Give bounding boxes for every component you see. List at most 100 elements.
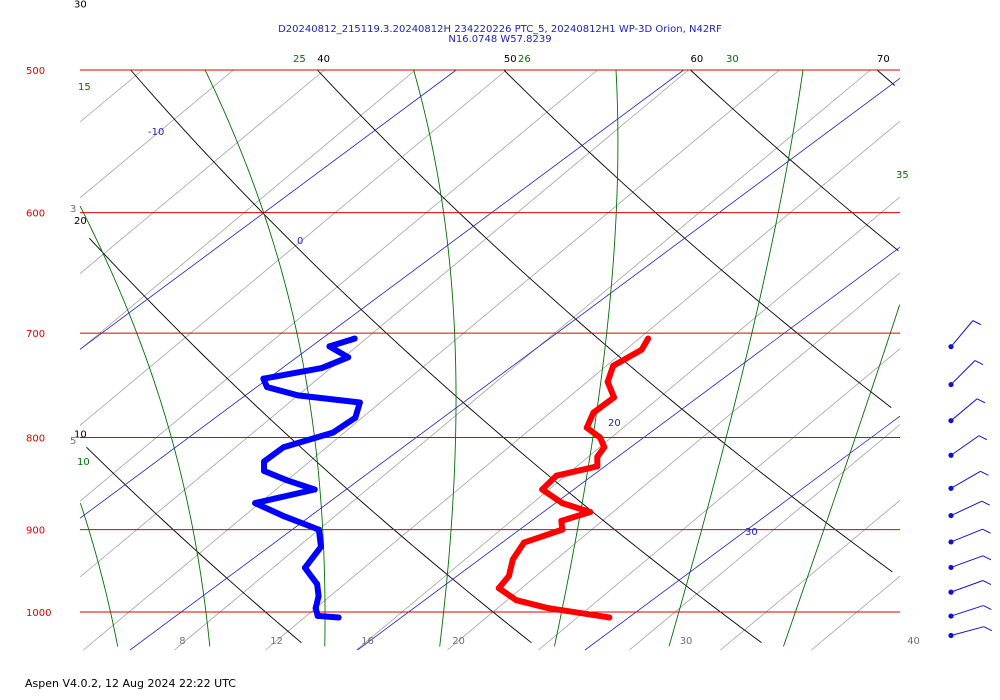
chart-subtitle-coordinates: N16.0748 W57.8239 [448, 34, 552, 45]
temperature-tick-label: 12 [270, 636, 283, 647]
dewpoint-profile-point [260, 375, 267, 382]
dewpoint-profile-point [301, 564, 308, 571]
temperature-profile-point [590, 409, 597, 416]
isotherm-line [447, 272, 901, 651]
moist-adiabat-line [79, 502, 119, 647]
temperature-profile-point [509, 556, 516, 563]
temperature-tick-label: 20 [452, 636, 465, 647]
temperature-tick-label: 8 [179, 636, 185, 647]
wind-barb-flag [976, 398, 986, 404]
dry-adiabat-label: 20 [74, 216, 87, 227]
temperature-profile-point [594, 453, 601, 460]
dry-adiabat-label: 70 [877, 54, 890, 65]
moist-adiabat-line [79, 205, 211, 647]
mixing-ratio-line [79, 69, 457, 350]
dewpoint-profile-point [315, 526, 322, 533]
dry-adiabat-line [503, 69, 892, 408]
moist-adiabat-label: 25 [293, 54, 306, 65]
mixing-ratio-line [129, 78, 901, 651]
temperature-profile-point [513, 597, 520, 604]
isotherm-line [79, 69, 325, 274]
temperature-profile-point [610, 362, 617, 369]
dewpoint-profile-point [261, 467, 268, 474]
moist-adiabat-line [783, 304, 901, 647]
wind-barb-station [948, 564, 954, 571]
isobar-lines [80, 69, 900, 613]
temperature-profile-point [606, 614, 613, 621]
isotherm-line [174, 69, 871, 651]
dry-adiabat-line [130, 69, 762, 644]
wind-barb-flag [983, 626, 993, 632]
isotherm-line [83, 69, 780, 651]
temperature-profile-point [559, 526, 566, 533]
temperature-tick-label: 40 [907, 636, 920, 647]
isotherm-line [79, 69, 689, 578]
temperature-profile-point [597, 434, 604, 441]
isotherm-line [79, 69, 598, 502]
dewpoint-profile-point [311, 486, 318, 493]
wind-barbs [948, 320, 993, 639]
dewpoint-profile-point [280, 444, 287, 451]
temperature-profile-point [638, 346, 645, 353]
temperature-profile-point [553, 472, 560, 479]
isotherm-line [356, 196, 901, 651]
pressure-tick-label: 800 [26, 434, 45, 445]
dewpoint-profile-point [314, 612, 321, 619]
isotherm-line [720, 500, 901, 651]
dewpoint-profile-point [312, 605, 319, 612]
isotherm-line [79, 69, 507, 426]
temperature-tick-label: 16 [361, 636, 374, 647]
pressure-tick-label: 500 [26, 66, 45, 77]
isotherm-line [811, 575, 901, 651]
wind-barb-staff [950, 320, 974, 347]
dewpoint-profile [252, 335, 363, 621]
wind-barb-staff [950, 555, 984, 568]
sounding-profiles [252, 335, 652, 621]
temperature-profile-point [594, 463, 601, 470]
dewpoint-profile-point [317, 543, 324, 550]
wind-barb-flag [982, 555, 992, 561]
moist-adiabat-line [668, 69, 804, 647]
isotherm-left-label: 5 [70, 436, 76, 447]
isotherm-left-label: 3 [70, 204, 76, 215]
isotherm-line [79, 69, 143, 123]
dewpoint-profile-point [345, 354, 352, 361]
dry-adiabat-label: 30 [74, 0, 87, 11]
pressure-tick-label: 1000 [26, 608, 51, 619]
dewpoint-profile-point [329, 429, 336, 436]
dry-adiabat-line [690, 69, 899, 252]
dry-adiabat-label: 50 [504, 54, 517, 65]
dry-adiabat-label: 10 [74, 429, 87, 440]
temperature-profile-point [611, 394, 618, 401]
dewpoint-profile-point [281, 513, 288, 520]
moist-adiabat-line [553, 69, 619, 647]
isotherm-line [538, 348, 901, 651]
wind-barb-flag [982, 528, 991, 534]
mixing-ratio-lines [79, 69, 901, 651]
mixing-ratio-label: -10 [148, 127, 164, 138]
mixing-ratio-label: 0 [297, 236, 303, 247]
moist-adiabat-label: 30 [726, 54, 739, 65]
wind-barb-flag [974, 360, 984, 365]
dewpoint-profile-point [326, 343, 333, 350]
wind-barb-staff [950, 435, 980, 456]
dry-adiabat-line [876, 69, 896, 86]
isotherm-line [265, 120, 901, 651]
moist-adiabat-label: 26 [518, 54, 531, 65]
wind-barb-station [948, 512, 954, 519]
temperature-profile-point [558, 517, 565, 524]
dewpoint-profile-point [261, 458, 268, 465]
dewpoint-profile-point [335, 614, 342, 621]
temperature-profile-point [559, 500, 566, 507]
temperature-profile-point [505, 572, 512, 579]
wind-barb-staff [950, 360, 976, 385]
wind-barb-flag [983, 605, 992, 611]
temperature-profile-point [604, 378, 611, 385]
moist-adiabat-label: 15 [78, 82, 91, 93]
dewpoint-profile-point [314, 581, 321, 588]
mixing-ratio-line [79, 69, 684, 519]
dewpoint-profile-point [315, 593, 322, 600]
pressure-tick-label: 900 [26, 526, 45, 537]
moist-adiabat-label: 10 [77, 457, 90, 468]
